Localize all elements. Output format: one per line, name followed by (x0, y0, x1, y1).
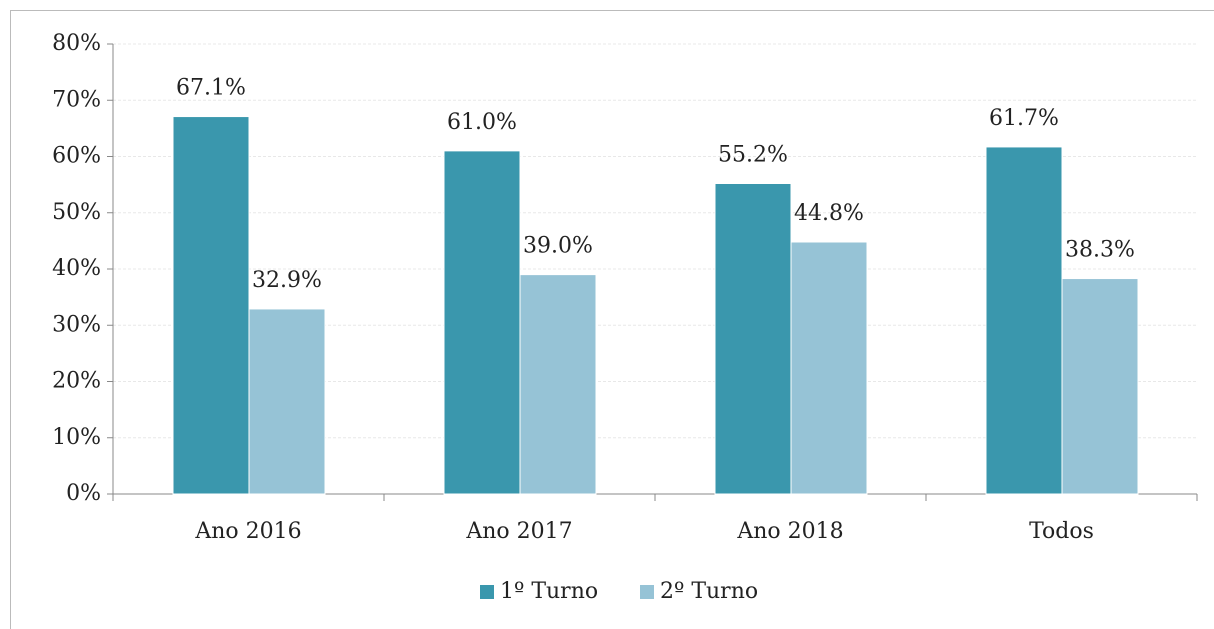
y-tick-label: 10% (52, 425, 101, 450)
y-tick-label: 0% (66, 481, 101, 506)
bar (714, 183, 792, 495)
bar (1061, 278, 1139, 495)
y-tick-label: 50% (52, 200, 101, 225)
y-tick-label: 20% (52, 369, 101, 394)
bar (519, 274, 597, 495)
data-label: 67.1% (176, 76, 246, 101)
legend-label: 2º Turno (660, 579, 758, 604)
chart-frame (10, 10, 1214, 629)
bar (248, 308, 326, 495)
bar (172, 116, 250, 495)
y-tick-label: 30% (52, 312, 101, 337)
legend-label: 1º Turno (500, 579, 598, 604)
y-tick-label: 60% (52, 144, 101, 169)
y-tick-label: 70% (52, 87, 101, 112)
data-label: 61.7% (989, 106, 1059, 131)
y-tick-label: 40% (52, 256, 101, 281)
bar (790, 241, 868, 495)
data-label: 55.2% (718, 143, 788, 168)
y-tick-label: 80% (52, 31, 101, 56)
data-label: 61.0% (447, 110, 517, 135)
data-label: 32.9% (252, 268, 322, 293)
data-label: 44.8% (794, 201, 864, 226)
data-label: 38.3% (1065, 238, 1135, 263)
x-tick-label: Ano 2017 (465, 519, 572, 544)
legend-swatch (480, 585, 494, 599)
x-tick-label: Ano 2016 (194, 519, 301, 544)
data-label: 39.0% (523, 234, 593, 259)
bar (985, 146, 1063, 495)
x-tick-label: Todos (1029, 519, 1094, 544)
x-tick-label: Ano 2018 (736, 519, 843, 544)
bar (443, 150, 521, 495)
legend-swatch (640, 585, 654, 599)
